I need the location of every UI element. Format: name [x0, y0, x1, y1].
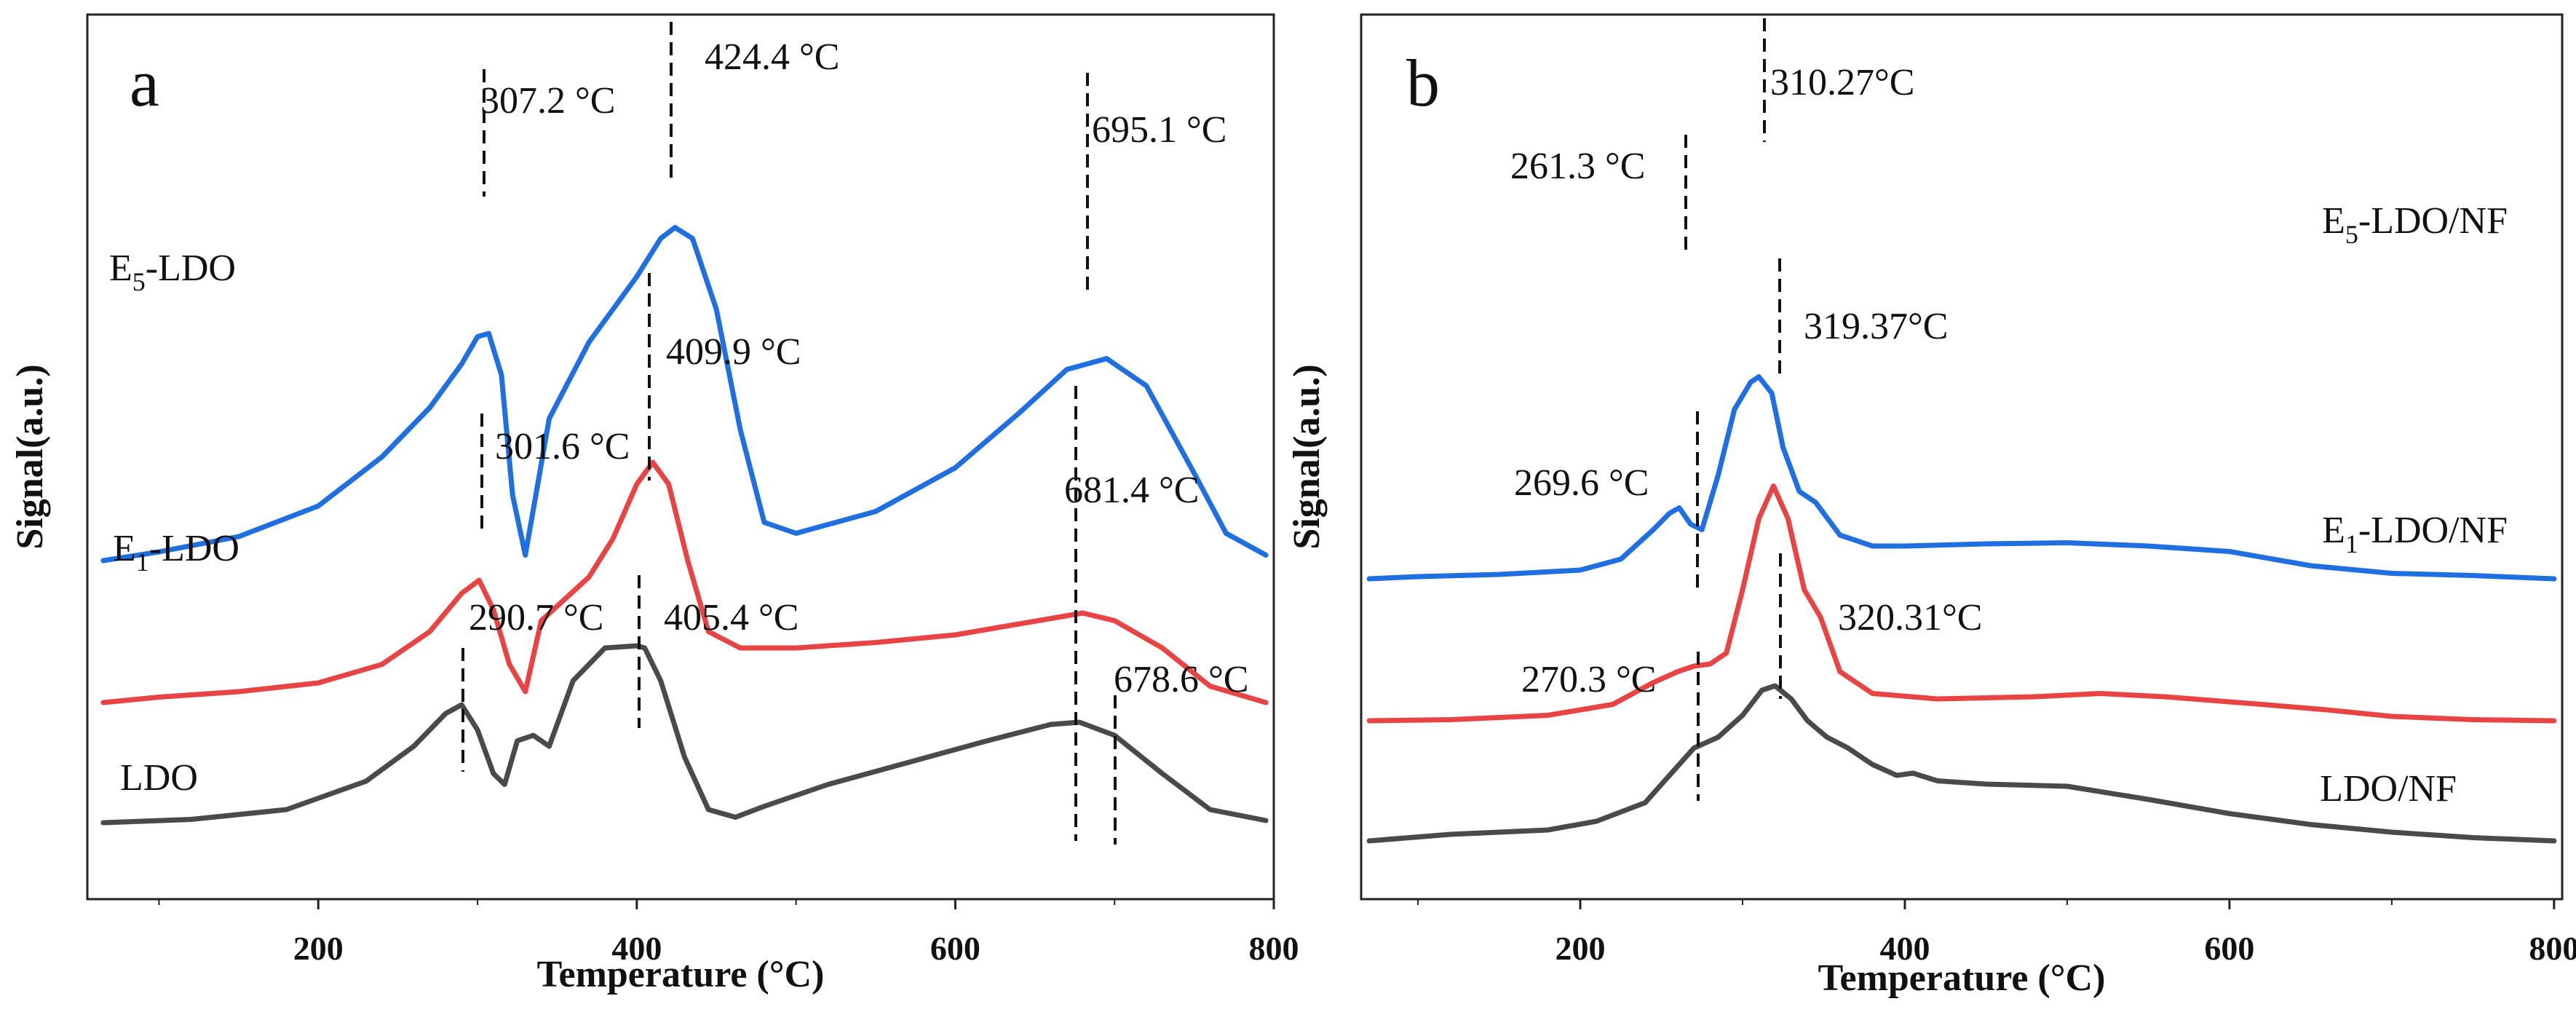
- series-label-main: E: [2322, 510, 2345, 551]
- annotation-label: 319.37°C: [1804, 306, 1948, 347]
- annotation-label: 409.9 °C: [666, 331, 801, 373]
- x-tick-label: 400: [1879, 930, 1930, 967]
- series-label: LDO: [120, 757, 198, 799]
- series-line: [1366, 374, 2557, 582]
- annotation-label: 307.2 °C: [480, 80, 615, 122]
- series-label: E5-LDO/NF: [2322, 200, 2508, 249]
- annotation-label: 301.6 °C: [495, 426, 630, 467]
- series-label: E1-LDO/NF: [2322, 510, 2508, 558]
- annotation-label: 681.4 °C: [1064, 470, 1199, 511]
- y-axis-title: Signal(a.u.): [1286, 364, 1328, 549]
- series-label-rest: -LDO: [149, 528, 239, 569]
- x-tick-label: 200: [293, 930, 344, 967]
- series-label-sub: 5: [132, 267, 146, 296]
- y-axis-title: Signal(a.u.): [9, 364, 51, 549]
- series-label-rest: -LDO/NF: [2358, 510, 2508, 551]
- series-label-sub: 1: [2345, 529, 2358, 558]
- series-label: E1-LDO: [113, 528, 239, 577]
- series-label-main: E: [2322, 200, 2345, 242]
- series-label: E5-LDO: [109, 248, 236, 296]
- annotation-label: 261.3 °C: [1510, 146, 1645, 187]
- panel-a: 200 400 600 800 Temperature (°C) Signal(a.u.)…: [9, 13, 1299, 995]
- annotation-label: 424.4 °C: [705, 36, 839, 78]
- series-label-main: E: [109, 248, 132, 289]
- series-label-main: LDO/NF: [2320, 768, 2457, 810]
- axes-frame: [86, 13, 1275, 901]
- x-axis-title: Temperature (°C): [537, 954, 825, 995]
- series-label-main: LDO: [120, 757, 198, 799]
- x-tick-label: 800: [1249, 930, 1299, 967]
- x-tick-label: 400: [611, 930, 662, 967]
- axes-frame: [1360, 13, 2564, 901]
- x-tick-label: 200: [1555, 930, 1606, 967]
- annotation-label: 269.6 °C: [1514, 462, 1649, 504]
- annotation-label: 405.4 °C: [664, 597, 798, 639]
- series-label-sub: 1: [136, 547, 149, 577]
- panel-b: 200 400 600 800 Temperature (°C) Signal(a.u.)…: [1286, 13, 2576, 999]
- series-line: [1366, 683, 2557, 844]
- panel-letter: a: [130, 46, 159, 120]
- annotation-label: 290.7 °C: [469, 597, 603, 639]
- series-line: [100, 225, 1269, 564]
- x-tick-label: 600: [930, 930, 980, 967]
- x-axis-title: Temperature (°C): [1818, 957, 2106, 999]
- series-line: [100, 459, 1269, 705]
- panel-letter: b: [1406, 46, 1440, 120]
- series-label-rest: -LDO: [146, 248, 236, 289]
- annotation-label: 270.3 °C: [1521, 659, 1656, 700]
- series-line: [100, 643, 1269, 826]
- series-label-sub: 5: [2345, 220, 2358, 249]
- series-line: [1366, 483, 2557, 724]
- x-tick-label: 800: [2529, 930, 2576, 967]
- x-tick-label: 600: [2204, 930, 2254, 967]
- series-label: LDO/NF: [2320, 768, 2457, 810]
- annotation-label: 310.27°C: [1770, 62, 1914, 103]
- annotation-label: 695.1 °C: [1092, 109, 1226, 151]
- annotation-label: 320.31°C: [1838, 597, 1982, 639]
- series-label-rest: -LDO/NF: [2358, 200, 2508, 242]
- annotation-label: 678.6 °C: [1114, 659, 1248, 700]
- series-label-main: E: [113, 528, 136, 569]
